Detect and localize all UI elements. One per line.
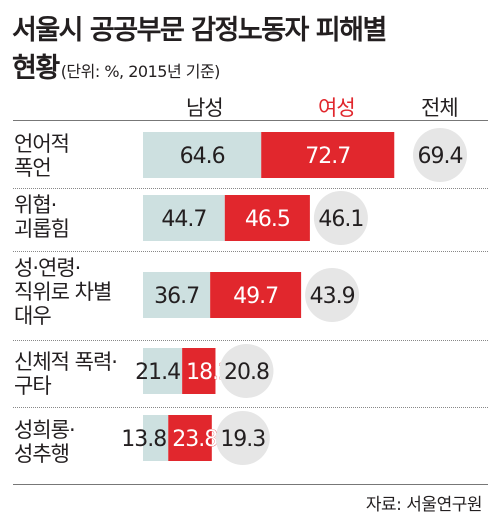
value-label-male-physical-violence: 21.4 — [135, 360, 180, 385]
legend-total: 전체 — [421, 96, 459, 120]
row-separator — [13, 188, 488, 189]
value-label-female-discrimination: 49.7 — [233, 284, 278, 309]
value-label-male-verbal-abuse: 64.6 — [180, 144, 225, 169]
source-note: 자료: 서울연구원 — [365, 495, 483, 515]
bar-female-verbal-abuse — [261, 132, 395, 178]
total-circle-verbal-abuse — [413, 128, 467, 182]
total-circle-physical-violence — [219, 344, 274, 398]
total-circle-discrimination — [305, 268, 360, 322]
row-label-line: 언어적 — [14, 132, 70, 156]
row-label-line: 대우 — [14, 304, 52, 328]
row-label-line: 괴롭힘 — [14, 217, 70, 241]
value-label-female-verbal-abuse: 72.7 — [305, 144, 350, 169]
value-label-total-sexual-harassment: 19.3 — [220, 427, 265, 452]
row-label-verbal-abuse: 언어적 폭언 — [14, 132, 70, 180]
footer-rule — [13, 484, 488, 485]
row-label-threat: 위협· 괴롭힘 — [14, 193, 70, 241]
bar-male-discrimination — [143, 272, 211, 318]
row-label-sexual-harassment: 성희롱· 성추행 — [14, 418, 76, 466]
bar-female-sexual-harassment — [168, 415, 212, 461]
value-label-male-sexual-harassment: 13.8 — [121, 427, 166, 452]
legend-male: 남성 — [186, 96, 224, 120]
row-separator — [13, 340, 488, 341]
unit-note: (단위: %, 2015년 기준) — [60, 62, 221, 81]
header-rule — [13, 120, 488, 121]
bar-female-discrimination — [210, 272, 302, 318]
row-separator — [13, 251, 488, 252]
row-label-physical-violence: 신체적 폭력· 구타 — [14, 350, 118, 398]
row-separator — [13, 407, 488, 408]
bar-male-threat — [143, 195, 225, 241]
value-label-female-sexual-harassment: 23.8 — [172, 427, 217, 452]
bar-female-physical-violence — [182, 348, 216, 394]
value-label-male-discrimination: 36.7 — [154, 284, 199, 309]
bar-male-physical-violence — [143, 348, 183, 394]
chart-title: 서울시 공공부문 감정노동자 피해별 — [12, 15, 387, 46]
value-label-total-discrimination: 43.9 — [310, 284, 355, 309]
value-label-total-physical-violence: 20.8 — [224, 360, 269, 385]
value-label-total-threat: 46.1 — [318, 207, 363, 232]
row-label-line: 구타 — [14, 374, 52, 398]
row-label-line: 성희롱· — [14, 418, 76, 442]
total-circle-threat — [313, 191, 368, 245]
legend-female: 여성 — [318, 96, 356, 120]
value-label-female-threat: 46.5 — [245, 207, 290, 232]
row-label-line: 성추행 — [14, 442, 70, 466]
value-label-total-verbal-abuse: 69.4 — [418, 144, 463, 169]
row-label-discrimination: 성·연령· 직위로 차별 대우 — [14, 256, 112, 328]
bar-male-verbal-abuse — [143, 132, 262, 178]
bar-female-threat — [224, 195, 310, 241]
chart-title-continued: 현황 — [12, 53, 60, 84]
row-label-line: 위협· — [14, 193, 57, 217]
row-label-line: 신체적 폭력· — [14, 350, 118, 374]
value-label-male-threat: 44.7 — [161, 207, 206, 232]
total-circle-sexual-harassment — [215, 411, 270, 465]
row-label-line: 성·연령· — [14, 256, 81, 280]
row-label-line: 직위로 차별 — [14, 280, 112, 304]
chart-title-line2: 현황 (단위: %, 2015년 기준) — [12, 46, 220, 85]
bar-male-sexual-harassment — [143, 415, 169, 461]
row-label-line: 폭언 — [14, 156, 52, 180]
